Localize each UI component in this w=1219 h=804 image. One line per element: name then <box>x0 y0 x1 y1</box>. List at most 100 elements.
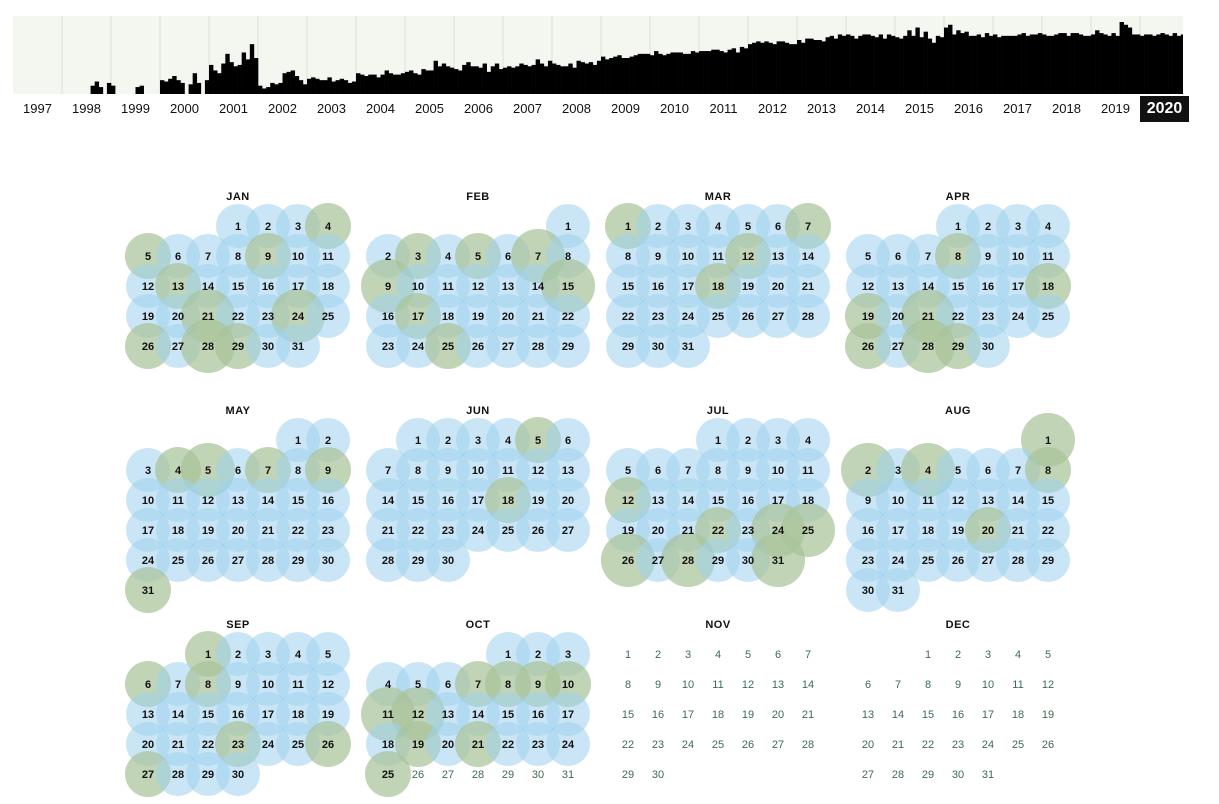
year-2020[interactable]: 2020 <box>1140 96 1189 122</box>
activity-bar <box>1127 27 1133 94</box>
year-2010[interactable]: 2010 <box>660 101 689 116</box>
activity-bar <box>682 53 688 94</box>
activity-bar <box>739 46 745 94</box>
year-2019[interactable]: 2019 <box>1101 101 1130 116</box>
day-bubble-mar-28[interactable] <box>786 294 830 338</box>
day-label: 28 <box>892 769 904 781</box>
day-bubble-apr-25[interactable] <box>1026 294 1070 338</box>
day-label: 19 <box>202 525 214 537</box>
activity-bar <box>813 40 818 94</box>
day-bubble-jan-31[interactable] <box>276 324 320 368</box>
day-bubble-sep-30[interactable] <box>216 752 260 796</box>
day-label: 20 <box>172 311 184 323</box>
year-1999[interactable]: 1999 <box>121 101 150 116</box>
day-label: 29 <box>952 341 964 353</box>
year-2018[interactable]: 2018 <box>1052 101 1081 116</box>
day-label: 7 <box>475 679 481 691</box>
day-label: 10 <box>892 495 904 507</box>
activity-bar <box>805 38 810 94</box>
activity-bar <box>780 41 786 94</box>
day-label: 10 <box>772 465 784 477</box>
year-2008[interactable]: 2008 <box>562 101 591 116</box>
day-bubble-apr-30[interactable] <box>966 324 1010 368</box>
activity-bar <box>486 71 492 94</box>
year-1997[interactable]: 1997 <box>23 101 52 116</box>
day-label: 27 <box>892 341 904 353</box>
day-label: 10 <box>682 679 694 691</box>
activity-bar <box>270 82 275 94</box>
year-2005[interactable]: 2005 <box>415 101 444 116</box>
year-2016[interactable]: 2016 <box>954 101 983 116</box>
year-2011[interactable]: 2011 <box>709 101 738 116</box>
activity-bar <box>752 42 757 94</box>
day-bubble-jul-31[interactable] <box>751 533 805 587</box>
year-2002[interactable]: 2002 <box>268 101 297 116</box>
activity-bar <box>470 66 475 94</box>
activity-bar <box>1095 30 1100 94</box>
day-label: 29 <box>502 769 514 781</box>
day-label: 15 <box>562 281 574 293</box>
day-label: 20 <box>772 709 784 721</box>
year-2006[interactable]: 2006 <box>464 101 493 116</box>
day-label: 12 <box>622 495 634 507</box>
day-bubble-feb-29[interactable] <box>546 324 590 368</box>
day-label: 23 <box>532 739 544 751</box>
year-2009[interactable]: 2009 <box>611 101 640 116</box>
day-label: 13 <box>772 679 784 691</box>
day-label: 19 <box>622 525 634 537</box>
activity-bar <box>960 33 965 94</box>
activity-bar <box>948 24 953 94</box>
activity-bar <box>302 84 308 94</box>
activity-timeline[interactable] <box>13 16 1183 94</box>
year-2015[interactable]: 2015 <box>905 101 934 116</box>
day-bubble-oct-24[interactable] <box>546 722 590 766</box>
day-label: 30 <box>262 341 274 353</box>
day-bubble-mar-31[interactable] <box>666 324 710 368</box>
year-2017[interactable]: 2017 <box>1003 101 1032 116</box>
day-label: 24 <box>472 525 485 537</box>
activity-bar <box>633 55 639 94</box>
day-bubble-may-31[interactable] <box>125 567 171 613</box>
day-bubble-aug-31[interactable] <box>876 568 920 612</box>
year-2012[interactable]: 2012 <box>758 101 787 116</box>
day-bubble-jun-27[interactable] <box>546 508 590 552</box>
day-label: 11 <box>712 251 724 263</box>
day-bubble-oct-25[interactable] <box>365 751 411 797</box>
day-label: 5 <box>325 649 331 661</box>
year-2014[interactable]: 2014 <box>856 101 885 116</box>
activity-bar <box>319 80 324 94</box>
year-1998[interactable]: 1998 <box>72 101 101 116</box>
activity-bar <box>437 66 443 94</box>
day-bubble-jun-30[interactable] <box>426 538 470 582</box>
day-label: 25 <box>382 769 394 781</box>
day-label: 9 <box>235 679 241 691</box>
day-bubble-sep-26[interactable] <box>305 721 351 767</box>
year-2007[interactable]: 2007 <box>513 101 542 116</box>
day-bubble-may-30[interactable] <box>306 538 350 582</box>
year-2001[interactable]: 2001 <box>219 101 248 116</box>
day-bubble-aug-29[interactable] <box>1026 538 1070 582</box>
day-label: 17 <box>142 525 154 537</box>
year-2003[interactable]: 2003 <box>317 101 346 116</box>
day-label: 13 <box>172 281 184 293</box>
day-label: 24 <box>562 739 575 751</box>
activity-bar <box>343 80 349 94</box>
day-label: 11 <box>382 709 394 721</box>
year-2000[interactable]: 2000 <box>170 101 199 116</box>
day-label: 11 <box>292 679 304 691</box>
day-label: 14 <box>262 495 275 507</box>
activity-bar <box>841 35 847 94</box>
day-bubble-jan-25[interactable] <box>306 294 350 338</box>
day-label: 22 <box>622 311 634 323</box>
day-label: 21 <box>1012 525 1024 537</box>
day-label: 23 <box>652 739 664 751</box>
year-2013[interactable]: 2013 <box>807 101 836 116</box>
year-2004[interactable]: 2004 <box>366 101 395 116</box>
day-label: 23 <box>322 525 334 537</box>
activity-bar <box>180 82 185 94</box>
day-label: 14 <box>802 251 815 263</box>
activity-bar <box>494 63 500 94</box>
day-label: 30 <box>952 769 964 781</box>
day-label: 6 <box>895 251 901 263</box>
day-label: 11 <box>442 281 454 293</box>
